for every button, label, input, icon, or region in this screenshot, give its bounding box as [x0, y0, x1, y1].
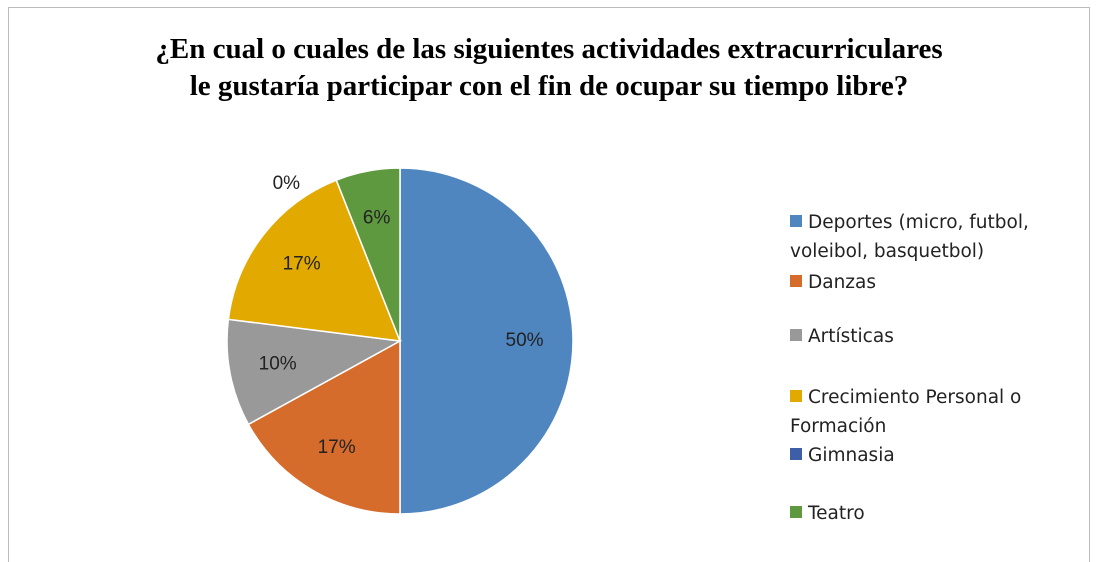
legend-swatch [790, 506, 802, 518]
legend-item: Danzas [790, 268, 1080, 297]
data-label: 0% [273, 173, 301, 194]
legend-swatch [790, 329, 802, 341]
legend-swatch [790, 215, 802, 227]
legend-label: Gimnasia [808, 445, 895, 466]
pie-slice [227, 179, 402, 342]
legend-swatch [790, 448, 802, 460]
legend-label: Danzas [808, 272, 876, 293]
chart-border [8, 7, 1090, 562]
legend-label: Crecimiento Personal o Formación [790, 387, 1022, 437]
chart-title: le gustaría participar con el fin de ocu… [190, 70, 909, 102]
legend-label: Deportes (micro, futbol, voleibol, basqu… [790, 212, 1029, 262]
legend-item: Teatro [790, 499, 1080, 528]
pie-slice [399, 167, 574, 515]
data-label: 17% [283, 254, 321, 275]
legend-swatch [790, 275, 802, 287]
legend-item: Artísticas [790, 322, 1080, 351]
data-label: 6% [363, 208, 391, 229]
chart-title: ¿En cual o cuales de las siguientes acti… [155, 33, 942, 65]
data-label: 10% [259, 353, 297, 374]
pie-slice [226, 318, 403, 426]
legend-label: Teatro [808, 503, 865, 524]
pie-slice [247, 339, 401, 515]
legend-item: Deportes (micro, futbol, voleibol, basqu… [790, 208, 1080, 266]
data-label: 50% [506, 330, 544, 351]
legend-item: Crecimiento Personal o Formación [790, 383, 1080, 441]
legend-swatch [790, 390, 802, 402]
legend-label: Artísticas [808, 326, 894, 347]
legend-item: Gimnasia [790, 441, 1080, 470]
data-label: 17% [318, 437, 356, 458]
pie-slice [335, 167, 401, 342]
